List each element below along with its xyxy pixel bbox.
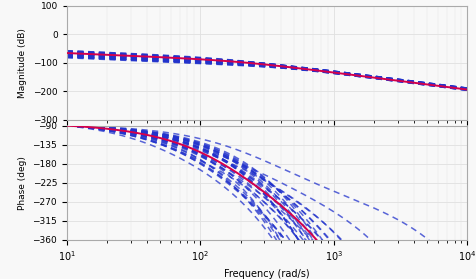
Y-axis label: Magnitude (dB): Magnitude (dB) bbox=[19, 28, 28, 98]
X-axis label: Frequency (rad/s): Frequency (rad/s) bbox=[224, 269, 309, 279]
Y-axis label: Phase (deg): Phase (deg) bbox=[18, 156, 27, 210]
